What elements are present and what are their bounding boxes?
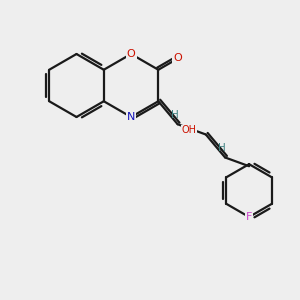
Text: N: N [127, 112, 135, 122]
Text: F: F [246, 212, 252, 222]
Text: H: H [171, 110, 178, 120]
Text: OH: OH [182, 125, 197, 135]
Text: O: O [127, 49, 135, 59]
Text: H: H [218, 143, 225, 153]
Text: O: O [173, 53, 182, 64]
